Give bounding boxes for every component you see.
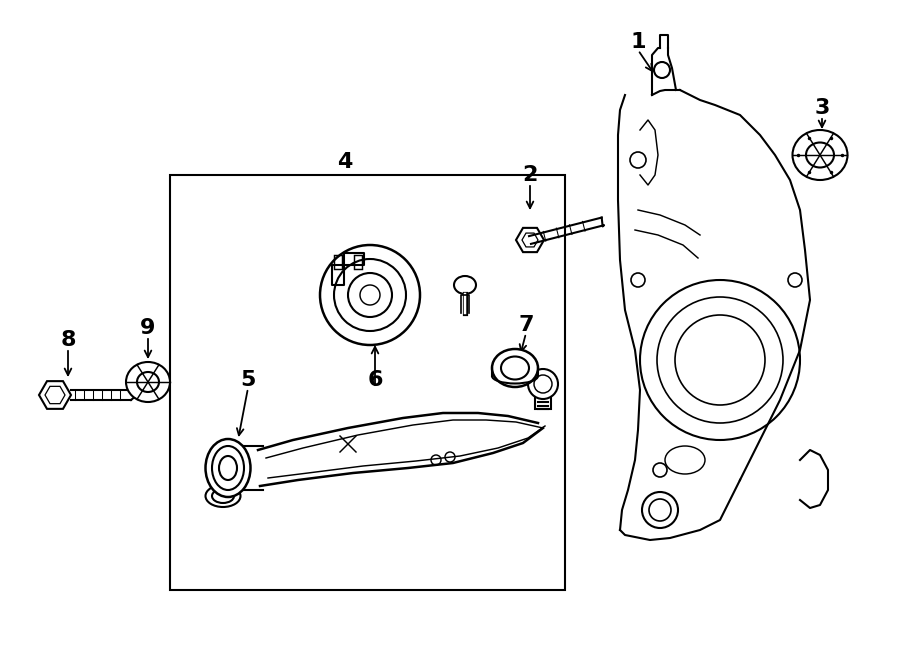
- Bar: [354, 255, 362, 269]
- Bar: [334, 255, 342, 269]
- Ellipse shape: [205, 485, 240, 507]
- Circle shape: [528, 369, 558, 399]
- Circle shape: [320, 245, 420, 345]
- Text: 7: 7: [518, 315, 534, 335]
- Ellipse shape: [126, 362, 170, 402]
- Text: 6: 6: [367, 370, 382, 390]
- Text: 8: 8: [60, 330, 76, 350]
- Ellipse shape: [454, 276, 476, 294]
- Text: 9: 9: [140, 318, 156, 338]
- Text: 4: 4: [338, 152, 353, 172]
- Ellipse shape: [492, 349, 538, 387]
- Text: 2: 2: [522, 165, 537, 185]
- Bar: [535, 391, 551, 409]
- Text: 3: 3: [814, 98, 830, 118]
- Text: 5: 5: [240, 370, 256, 390]
- Ellipse shape: [205, 439, 250, 497]
- Bar: [170, 175, 565, 590]
- Ellipse shape: [793, 130, 848, 180]
- Text: 1: 1: [630, 32, 646, 52]
